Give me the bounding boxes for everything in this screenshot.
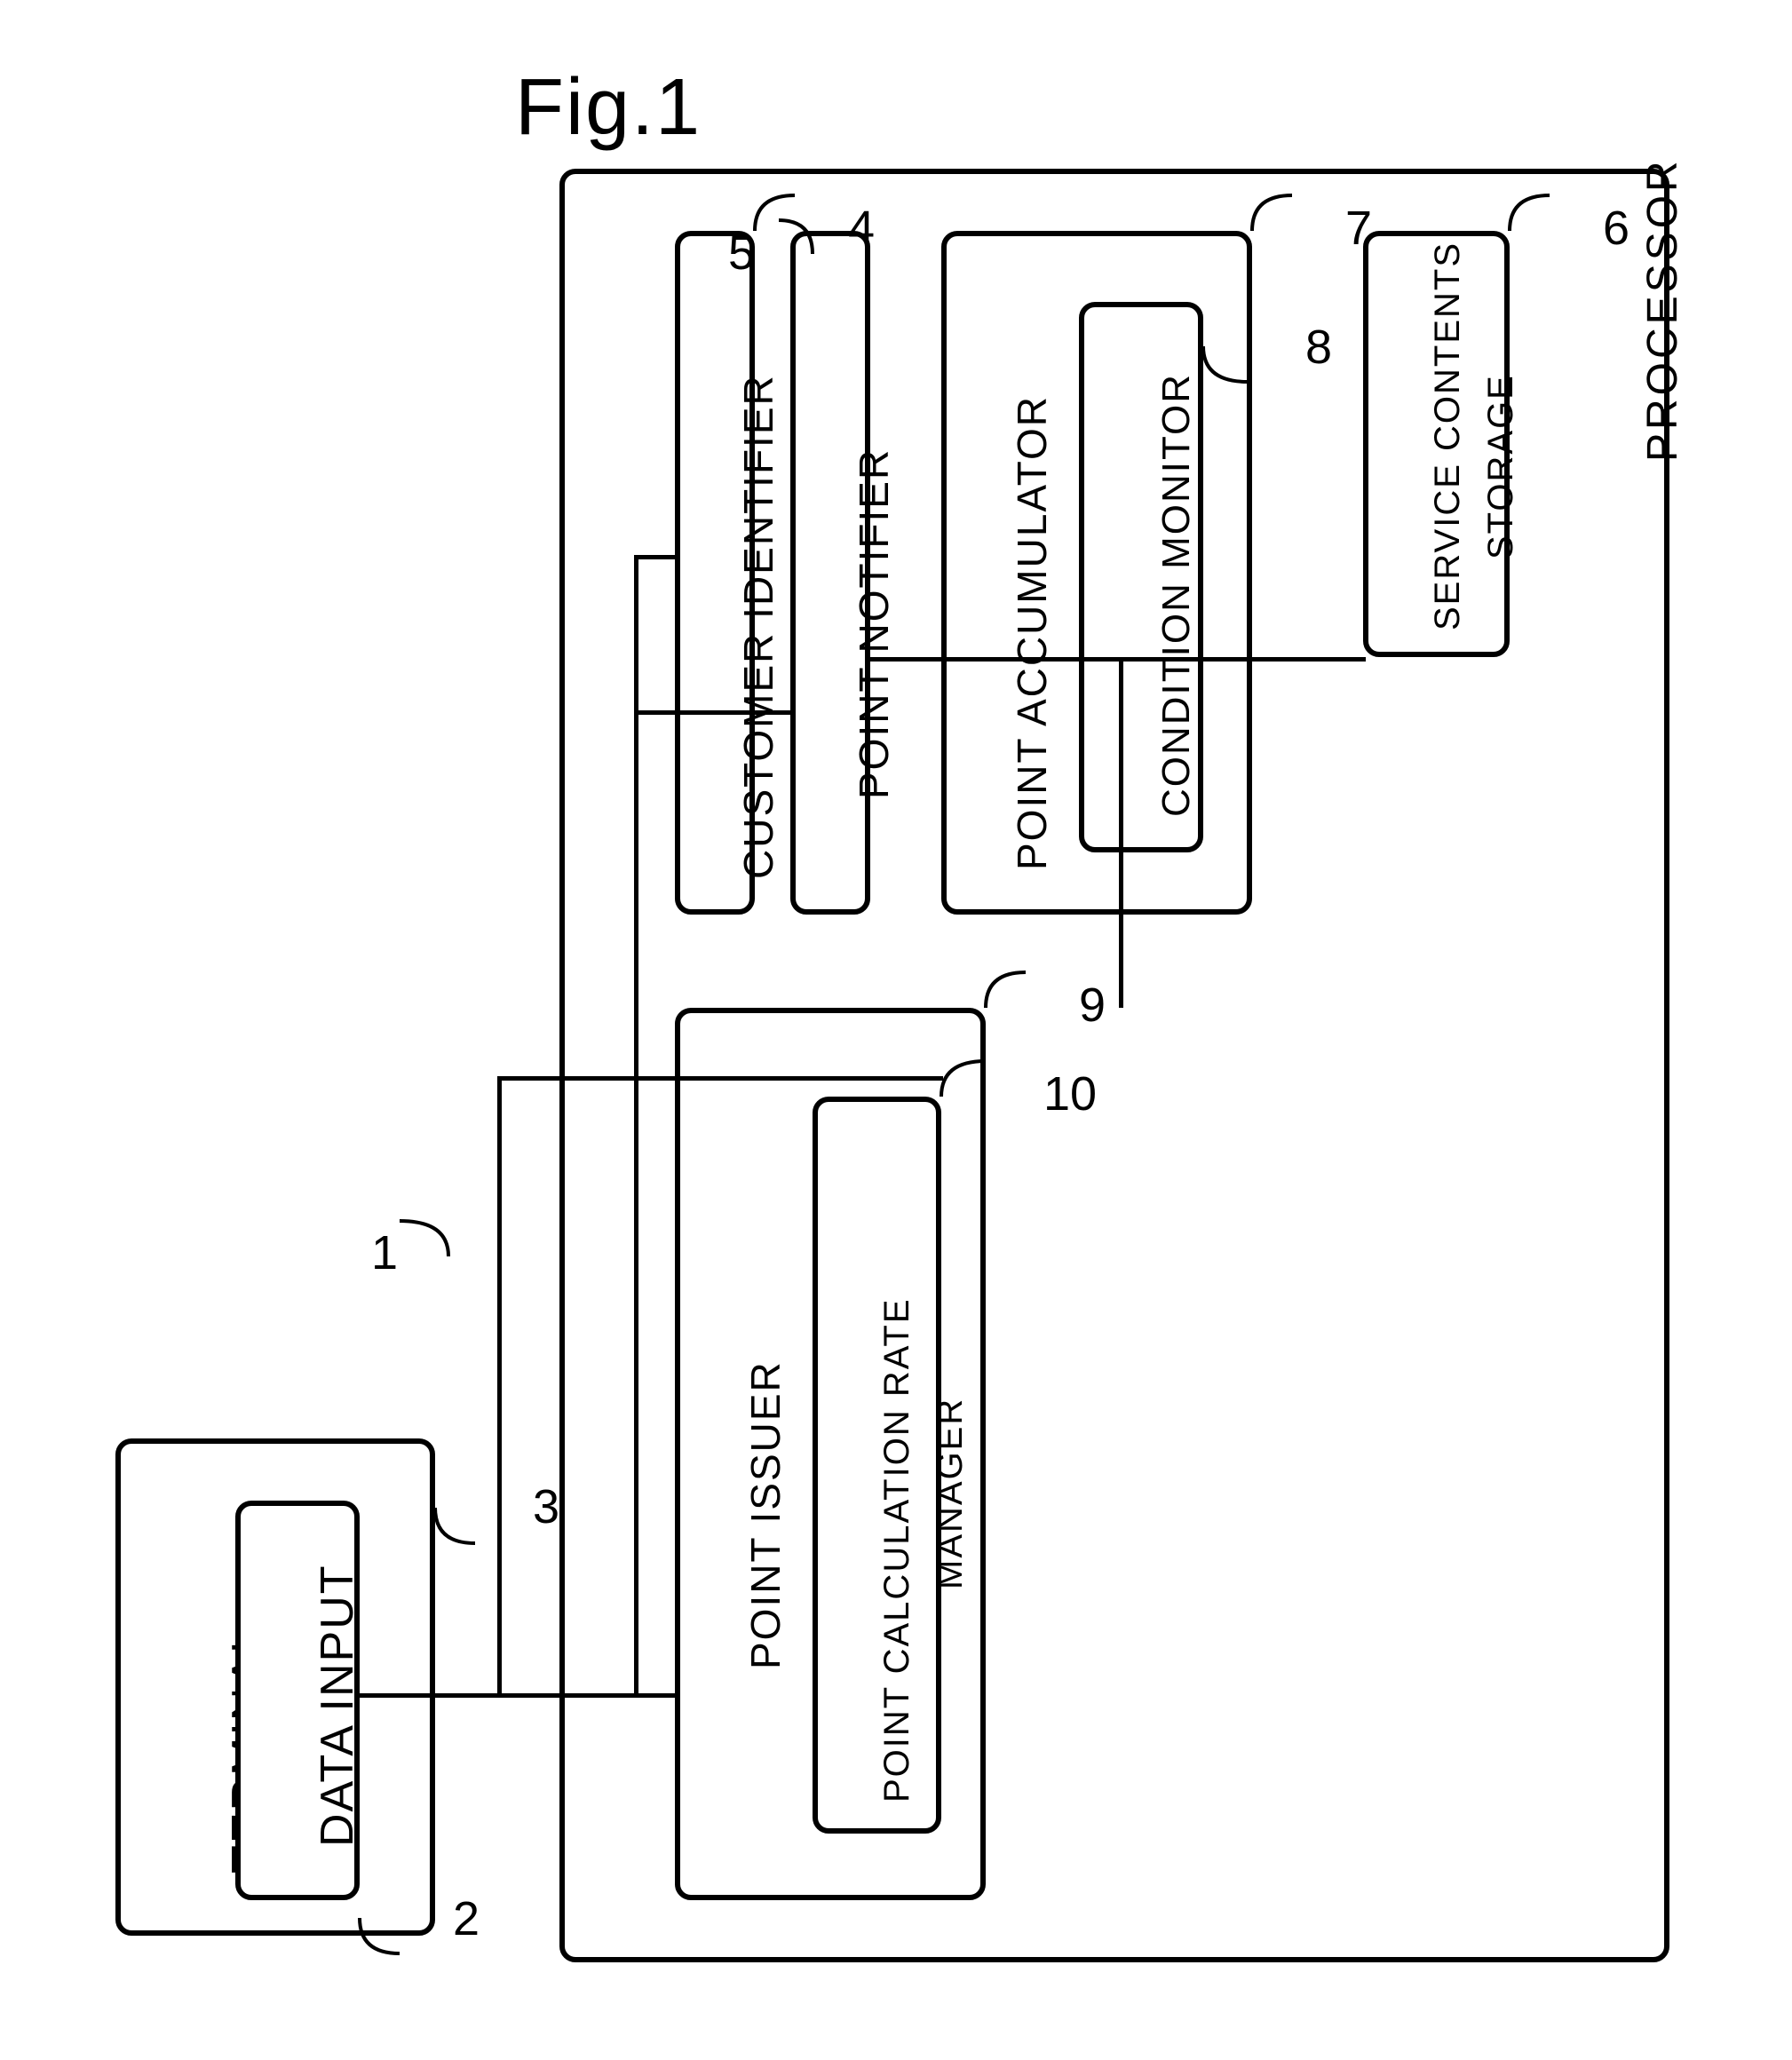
pcrm-label-1: POINT CALCULATION RATE <box>877 1297 917 1802</box>
ref-data_input: 2 <box>453 1891 480 1946</box>
service-contents-label-1: SERVICE CONTENTS <box>1428 242 1468 630</box>
condition-monitor-label: CONDITION MONITOR <box>1154 373 1199 817</box>
point-accumulator-label: POINT ACCUMULATOR <box>1008 395 1056 870</box>
pcrm-label-2: MANAGER <box>931 1398 971 1589</box>
ref-terminal: 3 <box>533 1479 559 1534</box>
ref-svc_store: 6 <box>1603 201 1629 256</box>
point-issuer-label: POINT ISSUER <box>741 1360 789 1669</box>
processor-label: PROCESSOR <box>1638 157 1687 462</box>
service-contents-label-2: STORAGE <box>1481 374 1521 559</box>
customer-identifier-label: CUSTOMER IDENTIFIER <box>734 374 782 879</box>
ref-point_acc: 7 <box>1345 201 1372 256</box>
ref-point_not: 5 <box>728 226 755 281</box>
ref-point_iss: 9 <box>1079 978 1106 1033</box>
figure-title: Fig.1 <box>515 62 702 154</box>
figure-canvas: Fig.1 PROCESSOR TERMINAL DATA INPUT CUST… <box>53 53 1740 2007</box>
ref-cust_id: 4 <box>848 201 875 256</box>
data-input-label: DATA INPUT <box>311 1564 364 1847</box>
point-notifier-label: POINT NOTIFIER <box>850 448 898 799</box>
ref-cond_mon: 8 <box>1305 320 1332 375</box>
ref-pcrm: 10 <box>1043 1066 1097 1121</box>
